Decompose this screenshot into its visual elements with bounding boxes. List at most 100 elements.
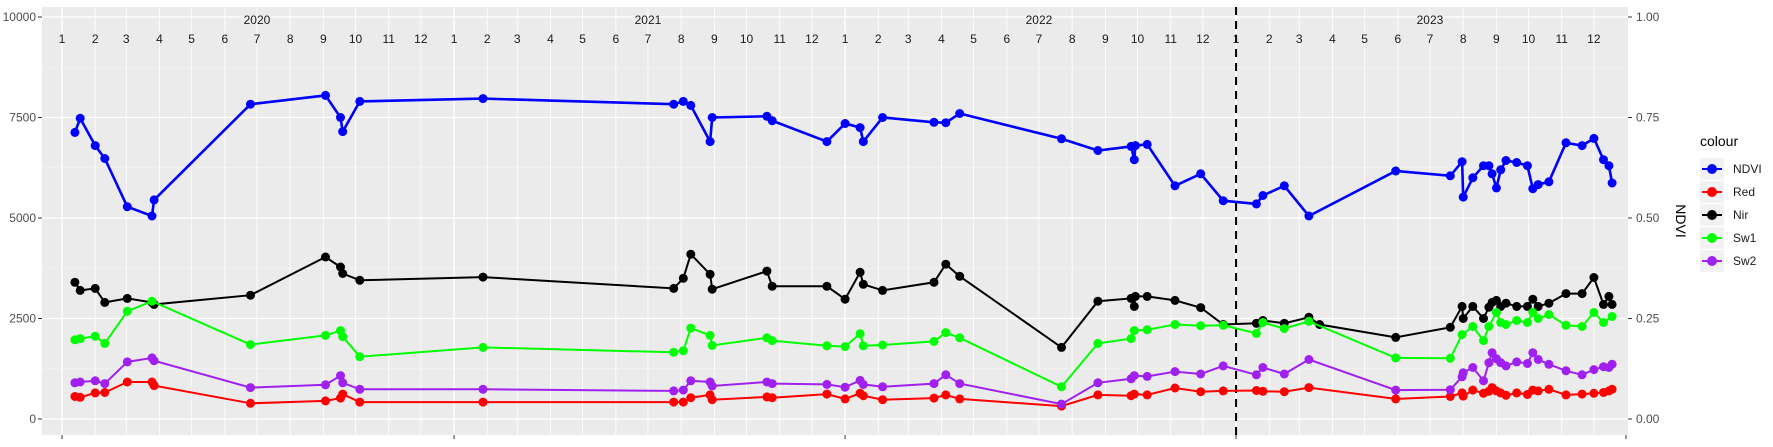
- data-point: [1577, 322, 1587, 331]
- data-point: [1528, 348, 1538, 358]
- legend-key-point: [1707, 187, 1717, 197]
- data-point: [1484, 358, 1494, 368]
- data-point: [686, 393, 696, 403]
- data-point: [321, 90, 330, 100]
- data-point: [941, 259, 951, 269]
- data-point: [686, 249, 696, 259]
- data-point: [122, 293, 132, 303]
- legend-key-point: [1707, 210, 1717, 220]
- month-label: 4: [547, 32, 554, 46]
- data-point: [1129, 301, 1139, 311]
- data-point: [822, 379, 832, 389]
- data-point: [1445, 385, 1455, 395]
- data-point: [858, 341, 868, 351]
- data-point: [1491, 308, 1501, 317]
- month-label: 3: [1296, 32, 1303, 46]
- data-point: [767, 393, 777, 403]
- data-point: [1391, 385, 1401, 395]
- data-point: [1468, 322, 1478, 331]
- data-point: [1468, 301, 1478, 311]
- data-point: [1561, 289, 1571, 299]
- legend-entry-sw2: Sw2: [1733, 254, 1757, 268]
- data-point: [70, 277, 80, 287]
- data-point: [1589, 388, 1599, 398]
- data-point: [1196, 321, 1206, 331]
- data-point: [929, 379, 939, 389]
- data-point: [669, 386, 679, 396]
- data-point: [1604, 161, 1614, 171]
- month-label: 12: [1196, 32, 1210, 46]
- data-point: [1604, 291, 1614, 301]
- data-point: [90, 141, 100, 151]
- series-layer: [70, 90, 1617, 411]
- month-label: 1: [451, 32, 458, 46]
- data-point: [1501, 320, 1511, 329]
- data-point: [1457, 157, 1467, 167]
- data-point: [705, 269, 715, 279]
- data-point: [1391, 332, 1401, 342]
- data-point: [1457, 330, 1467, 340]
- data-point: [878, 340, 888, 350]
- month-label: 7: [254, 32, 261, 46]
- month-label: 9: [711, 32, 718, 46]
- data-point: [1057, 134, 1066, 144]
- data-point: [855, 267, 865, 277]
- data-point: [1544, 384, 1554, 394]
- data-point: [1093, 390, 1103, 400]
- data-point: [1142, 371, 1152, 381]
- legend-key-point: [1707, 233, 1717, 243]
- month-label: 6: [221, 32, 228, 46]
- data-point: [70, 127, 80, 137]
- month-label: 10: [349, 32, 363, 46]
- data-point: [338, 269, 348, 278]
- month-label: 2: [875, 32, 882, 46]
- data-point: [75, 113, 85, 123]
- legend: colour NDVI Red Nir Sw1 Sw2: [1700, 133, 1762, 272]
- month-label: 1: [59, 32, 66, 46]
- data-point: [1589, 133, 1599, 143]
- data-point: [1599, 299, 1608, 309]
- data-point: [100, 338, 110, 348]
- year-label: 2022: [1026, 13, 1053, 27]
- data-point: [1279, 181, 1289, 191]
- month-label: 5: [970, 32, 977, 46]
- data-point: [929, 117, 939, 127]
- data-point: [246, 398, 255, 408]
- data-point: [1129, 371, 1139, 381]
- data-point: [149, 381, 159, 391]
- data-point: [840, 119, 850, 128]
- data-point: [707, 381, 717, 391]
- data-point: [767, 336, 777, 346]
- data-point: [840, 394, 850, 404]
- data-point: [1607, 178, 1617, 188]
- month-label: 9: [1493, 32, 1500, 46]
- data-point: [941, 390, 951, 400]
- data-point: [858, 379, 868, 389]
- legend-key-point: [1707, 256, 1717, 266]
- data-point: [1142, 325, 1152, 335]
- data-point: [878, 285, 888, 295]
- data-point: [149, 195, 159, 205]
- data-point: [1130, 291, 1140, 301]
- data-point: [678, 346, 688, 356]
- data-point: [878, 395, 888, 405]
- month-label: 12: [414, 32, 428, 46]
- data-point: [1501, 361, 1511, 371]
- data-point: [1589, 308, 1599, 317]
- data-point: [1533, 355, 1543, 364]
- month-label: 2: [1266, 32, 1273, 46]
- data-point: [855, 329, 865, 339]
- data-point: [1522, 161, 1532, 171]
- data-point: [1533, 314, 1543, 323]
- data-point: [955, 394, 965, 404]
- data-point: [1458, 192, 1468, 202]
- data-point: [1468, 363, 1478, 372]
- data-point: [1522, 301, 1532, 311]
- y-right-tick-label: 0.50: [1636, 211, 1660, 225]
- data-point: [1251, 370, 1261, 380]
- month-label: 5: [1361, 32, 1368, 46]
- data-point: [767, 281, 777, 291]
- data-point: [1512, 158, 1522, 167]
- data-point: [1445, 392, 1455, 401]
- data-point: [669, 283, 679, 293]
